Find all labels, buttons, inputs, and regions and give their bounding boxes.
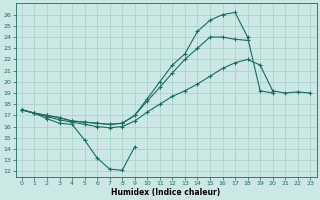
X-axis label: Humidex (Indice chaleur): Humidex (Indice chaleur) [111, 188, 221, 197]
